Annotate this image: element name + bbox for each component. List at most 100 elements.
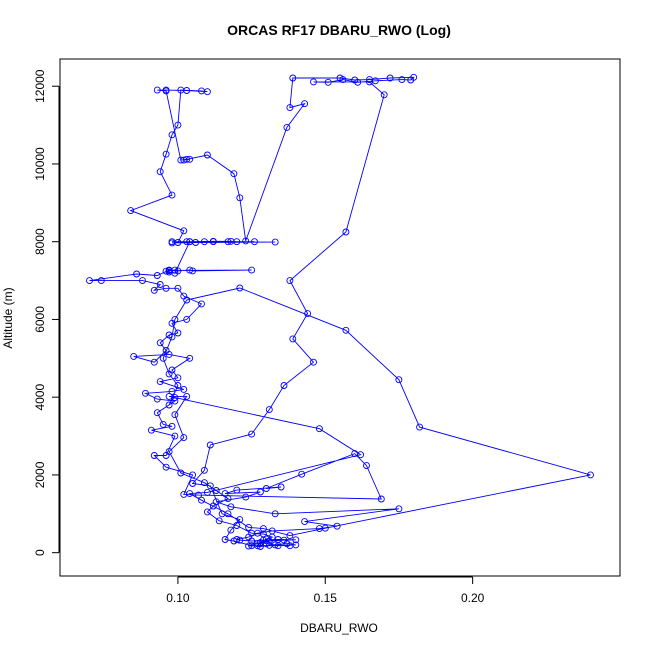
x-axis-label: DBARU_RWO [300, 621, 378, 635]
data-point [342, 228, 350, 236]
data-point [357, 451, 365, 459]
data-point [174, 284, 182, 292]
data-point [171, 394, 179, 402]
data-point [324, 78, 332, 86]
data-point [156, 281, 164, 288]
data-point [283, 123, 291, 131]
data-point [180, 434, 188, 442]
data-point [156, 168, 164, 176]
data-point [242, 237, 250, 245]
data-point [165, 401, 173, 409]
data-point [186, 238, 194, 246]
data-point [147, 426, 155, 434]
data-point [186, 266, 194, 274]
data-point [230, 537, 238, 545]
plot-frame [59, 58, 621, 577]
x-tick-label: 0.15 [314, 591, 338, 605]
data-point [587, 471, 594, 479]
data-point [180, 385, 188, 393]
data-point [171, 411, 179, 419]
data-point [321, 524, 329, 532]
data-point [150, 286, 158, 294]
data-point [206, 482, 214, 490]
data-point [200, 479, 208, 487]
data-point [310, 78, 317, 86]
y-tick-label: 2000 [33, 461, 47, 488]
data-point [189, 267, 197, 275]
data-point [366, 78, 373, 86]
data-point [200, 238, 208, 246]
data-point [304, 310, 312, 318]
x-axis: 0.10 0.15 0.20 [166, 576, 485, 605]
data-point [198, 300, 205, 308]
data-point [286, 532, 294, 540]
data-point [183, 87, 191, 94]
data-point [233, 522, 241, 529]
data-point [171, 397, 179, 405]
data-point [233, 486, 241, 494]
x-tick-label: 0.20 [461, 591, 485, 605]
data-point [354, 78, 362, 86]
data-point [183, 315, 191, 323]
data-point [162, 463, 170, 471]
data-point [280, 382, 288, 389]
data-point [339, 76, 347, 84]
data-point [162, 284, 170, 292]
data-point [183, 296, 191, 304]
data-point [174, 121, 182, 129]
data-point [153, 395, 161, 403]
data-point [221, 490, 229, 498]
data-point [162, 87, 170, 95]
data-point [203, 151, 211, 159]
data-point [153, 409, 161, 417]
data-point [203, 488, 211, 496]
data-point [245, 523, 253, 531]
data-point [227, 526, 235, 534]
data-point [215, 517, 223, 525]
data-point [186, 490, 194, 498]
data-point [180, 227, 188, 235]
data-point [171, 315, 179, 323]
data-point [259, 525, 267, 533]
y-tick-label: 0 [33, 549, 47, 556]
data-point [265, 541, 273, 549]
data-point [133, 270, 141, 278]
series-line [89, 76, 591, 547]
y-axis-label: Altitude (m) [1, 287, 15, 348]
data-point [242, 493, 250, 501]
data-point [162, 347, 170, 354]
data-point [274, 542, 282, 550]
y-tick-label: 8000 [33, 228, 47, 255]
data-point [130, 352, 138, 360]
data-point [224, 238, 232, 246]
data-point [289, 335, 297, 343]
data-point [174, 329, 182, 337]
y-tick-label: 6000 [33, 306, 47, 333]
data-point [268, 533, 276, 541]
data-point [206, 441, 214, 449]
data-point [342, 326, 350, 334]
data-point [159, 420, 167, 428]
data-point [183, 238, 191, 246]
data-point [283, 540, 291, 548]
data-point [236, 516, 244, 524]
data-point [186, 354, 194, 362]
data-point [168, 333, 176, 341]
data-point [162, 267, 170, 275]
data-point [139, 277, 146, 285]
data-point [259, 530, 267, 538]
data-point [271, 510, 279, 518]
data-point [174, 239, 182, 246]
series-layer [86, 73, 594, 550]
data-point [298, 470, 306, 478]
data-point [265, 406, 273, 414]
data-point [127, 207, 135, 215]
data-point [301, 100, 309, 108]
data-point [301, 518, 309, 526]
data-point [292, 541, 300, 549]
data-point [203, 508, 211, 516]
data-point [310, 358, 317, 366]
data-point [209, 237, 217, 245]
data-point [386, 74, 394, 82]
data-point [168, 131, 176, 139]
